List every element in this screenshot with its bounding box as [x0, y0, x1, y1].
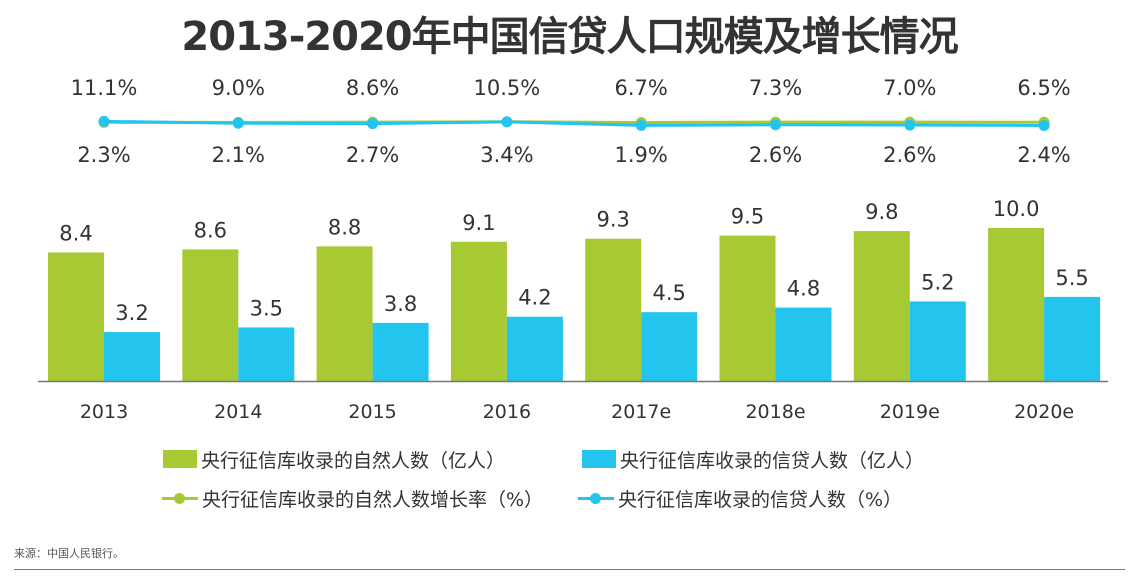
bar-credit-persons	[775, 307, 832, 381]
x-tick-label: 2016	[483, 401, 531, 423]
bar-credit-persons	[238, 327, 295, 381]
data-label-natural-growth-rate: 2.6%	[883, 143, 936, 167]
bar-credit-persons	[1044, 296, 1101, 381]
data-label-natural-persons: 8.8	[328, 215, 361, 239]
data-label-credit-persons: 3.5	[250, 296, 283, 320]
data-label-natural-persons: 8.6	[194, 218, 227, 242]
data-label-natural-growth-rate: 2.1%	[212, 143, 265, 167]
data-label-credit-growth-rate: 8.6%	[346, 76, 399, 100]
point-credit-growth-rate	[770, 119, 781, 131]
data-label-natural-growth-rate: 2.6%	[749, 143, 802, 167]
data-label-credit-growth-rate: 11.1%	[71, 76, 138, 100]
data-label-natural-growth-rate: 2.3%	[77, 143, 130, 167]
bar-natural-persons	[988, 228, 1045, 381]
data-label-credit-persons: 3.8	[384, 292, 417, 316]
data-label-natural-persons: 9.1	[462, 211, 495, 235]
point-credit-growth-rate	[98, 115, 110, 127]
data-label-natural-persons: 10.0	[993, 197, 1040, 221]
data-label-natural-persons: 8.4	[59, 221, 92, 245]
data-label-credit-growth-rate: 6.7%	[615, 76, 668, 100]
data-label-credit-persons: 4.2	[518, 286, 551, 310]
data-label-natural-growth-rate: 1.9%	[615, 143, 668, 167]
point-credit-growth-rate	[367, 118, 379, 130]
footer-divider	[14, 569, 1125, 570]
bar-credit-persons	[104, 332, 160, 381]
data-label-credit-persons: 4.5	[652, 281, 685, 305]
point-credit-growth-rate	[501, 116, 513, 128]
data-label-natural-growth-rate: 2.4%	[1017, 143, 1070, 167]
point-credit-growth-rate	[904, 119, 916, 131]
point-credit-growth-rate	[1038, 120, 1050, 131]
bar-credit-persons	[641, 312, 698, 381]
data-label-credit-persons: 4.8	[787, 277, 820, 301]
x-tick-label: 2017e	[611, 401, 671, 423]
x-tick-label: 2020e	[1014, 401, 1074, 423]
data-label-credit-growth-rate: 6.5%	[1017, 76, 1070, 100]
x-tick-label: 2014	[214, 401, 262, 423]
bar-credit-persons	[909, 301, 966, 381]
source-note: 来源：中国人民银行。	[14, 547, 124, 560]
point-credit-growth-rate	[232, 117, 244, 129]
x-tick-label: 2013	[80, 401, 128, 423]
data-label-credit-growth-rate: 10.5%	[474, 76, 541, 100]
bar-natural-persons	[48, 252, 104, 381]
x-tick-label: 2019e	[880, 401, 940, 423]
data-label-credit-growth-rate: 7.3%	[749, 76, 802, 100]
bar-natural-persons	[182, 249, 239, 381]
chart-title: 2013-2020年中国信贷人口规模及增长情况	[181, 14, 958, 60]
data-label-natural-persons: 9.8	[865, 200, 898, 224]
line-credit-growth-rate	[103, 119, 1045, 127]
data-label-credit-persons: 5.2	[921, 270, 954, 294]
data-label-natural-persons: 9.5	[731, 205, 764, 229]
x-tick-label: 2018e	[745, 401, 805, 423]
x-tick-label: 2015	[348, 401, 396, 423]
bar-credit-persons	[506, 316, 563, 381]
bar-natural-persons	[585, 238, 642, 381]
data-label-credit-growth-rate: 7.0%	[883, 76, 936, 100]
point-credit-growth-rate	[635, 119, 647, 131]
data-label-credit-persons: 5.5	[1055, 266, 1088, 290]
bar-credit-persons	[372, 322, 429, 381]
bar-natural-persons	[853, 231, 910, 381]
data-label-credit-persons: 3.2	[115, 301, 148, 325]
data-label-natural-growth-rate: 3.4%	[480, 143, 533, 167]
data-label-credit-growth-rate: 9.0%	[212, 76, 265, 100]
data-label-natural-persons: 9.3	[596, 208, 629, 232]
bar-natural-persons	[316, 246, 373, 381]
bar-natural-persons	[450, 241, 507, 381]
bar-natural-persons	[719, 235, 776, 381]
data-label-natural-growth-rate: 2.7%	[346, 143, 399, 167]
